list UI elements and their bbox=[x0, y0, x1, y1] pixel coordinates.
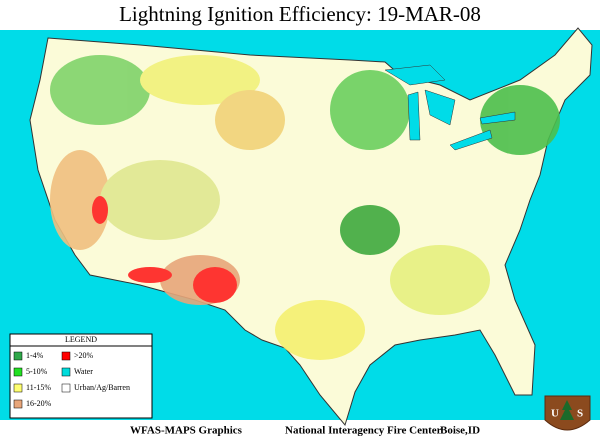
legend-swatch bbox=[13, 351, 23, 361]
yellow-area bbox=[275, 300, 365, 360]
yellow-area bbox=[390, 245, 490, 315]
red-area bbox=[92, 196, 108, 224]
badge-tree bbox=[560, 400, 574, 420]
footer: WFAS-MAPS Graphics National Interagency F… bbox=[130, 425, 480, 437]
lake bbox=[449, 129, 493, 151]
lake bbox=[384, 64, 446, 86]
lake bbox=[479, 111, 516, 125]
legend-label: >20% bbox=[74, 351, 94, 360]
legend-swatch bbox=[13, 367, 23, 377]
legend-label: Water bbox=[74, 367, 93, 376]
footer-text: National Interagency Fire Center bbox=[285, 425, 442, 437]
yellow-area bbox=[100, 160, 220, 240]
badge-letter: U bbox=[551, 408, 559, 420]
legend-label: 1-4% bbox=[26, 351, 44, 360]
fuel-areas bbox=[50, 55, 560, 360]
green-area bbox=[50, 55, 150, 125]
badge-letter: S bbox=[577, 408, 583, 420]
legend-box bbox=[9, 333, 153, 419]
green-area bbox=[330, 70, 410, 150]
legend-label: 11-15% bbox=[26, 383, 51, 392]
lake bbox=[424, 89, 456, 126]
legend-swatch bbox=[61, 367, 71, 377]
red-area bbox=[193, 267, 237, 303]
badge: U S bbox=[544, 395, 591, 431]
green-area bbox=[480, 85, 560, 155]
red-area bbox=[128, 267, 172, 283]
lake bbox=[407, 91, 421, 141]
footer-text: Boise,ID bbox=[440, 425, 480, 437]
legend-swatch bbox=[61, 351, 71, 361]
map-title: Lightning Ignition Efficiency: 19-MAR-08 bbox=[119, 2, 481, 26]
legend-swatch bbox=[61, 383, 71, 393]
tan-area bbox=[50, 150, 110, 250]
footer-text: WFAS-MAPS Graphics bbox=[130, 425, 243, 437]
legend-title: LEGEND bbox=[65, 335, 97, 344]
legend-items: 1-4% >20% 5-10% Water 11-15% Urban/Ag/Barren 1… bbox=[13, 351, 130, 409]
legend-swatch bbox=[13, 399, 23, 409]
great-lakes bbox=[384, 64, 516, 151]
legend-label: Urban/Ag/Barren bbox=[74, 383, 130, 392]
legend-swatch bbox=[13, 383, 23, 393]
yellow-area bbox=[215, 90, 285, 150]
yellow-area bbox=[140, 55, 260, 105]
legend-label: 16-20% bbox=[26, 399, 52, 408]
green-area bbox=[340, 205, 400, 255]
legend-label: 5-10% bbox=[26, 367, 48, 376]
